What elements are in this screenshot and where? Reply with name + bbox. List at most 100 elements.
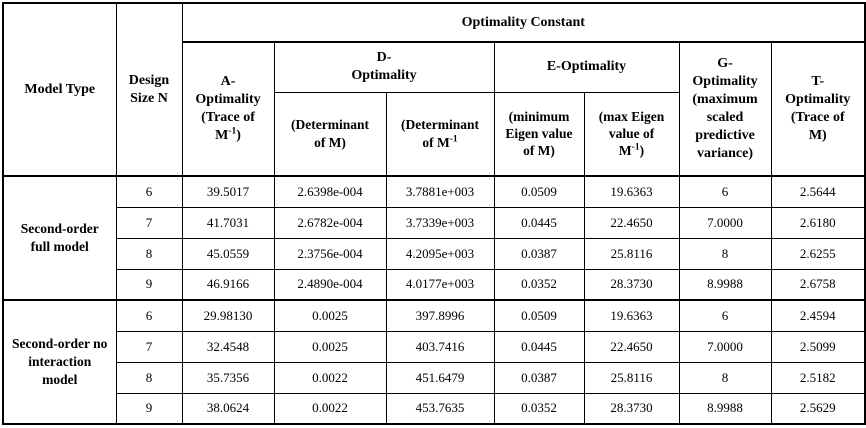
g-optimality-cell: 8: [678, 237, 772, 270]
e-max-eigen-cell: 22.4650: [583, 206, 680, 239]
model-type-label: Model Type: [24, 81, 96, 97]
design-size-label-line1: Design: [128, 72, 170, 88]
d-col2-line2: of M-1: [422, 134, 458, 150]
e-col2-line2: value of: [608, 126, 655, 142]
header-e-optimality: E-Optimality: [493, 41, 680, 93]
g-optimality-cell: 8: [678, 361, 772, 394]
e-col2-line1: (max Eigen: [598, 108, 665, 124]
g-optimality-cell: 7.0000: [678, 206, 772, 239]
design-n-cell: 7: [115, 206, 183, 239]
table-row: 9 38.0624 0.0022 453.7635 0.0352 28.3730…: [3, 392, 866, 425]
e-min-eigen-cell: 0.0387: [493, 237, 585, 270]
design-n-cell: 9: [115, 392, 183, 425]
d-col1-line1: (Determinant: [291, 117, 369, 133]
d-det-minv-cell: 4.0177e+003: [385, 268, 495, 301]
header-design-size: Design Size N: [115, 2, 183, 177]
e-min-eigen-cell: 0.0509: [493, 175, 585, 208]
t-optimality-cell: 2.5644: [770, 175, 866, 208]
g-optimality-cell: 8.9988: [678, 268, 772, 301]
d-optimality-title-line1: D-: [376, 50, 392, 66]
header-g-optimality: G- Optimality (maximum scaled predictive…: [678, 41, 772, 177]
table-row: Second-order full model 6 39.5017 2.6398…: [2, 175, 866, 301]
g-optimality-cell: 7.0000: [678, 330, 772, 363]
header-d-determinant-m: (Determinant of M): [273, 91, 387, 177]
d-col1-line2: of M): [314, 134, 346, 150]
a-optimality-sub-line1: (Trace of: [201, 110, 255, 125]
a-optimality-cell: 45.0559: [181, 237, 275, 270]
g-optimality-cell: 6: [678, 175, 772, 208]
t-optimality-cell: 2.5629: [770, 392, 866, 425]
e-col1-line2: Eigen value: [505, 126, 573, 142]
d-det-m-cell: 0.0022: [273, 361, 387, 394]
e-max-eigen-cell: 19.6363: [583, 175, 680, 208]
superscript: -1: [449, 134, 458, 145]
a-optimality-cell: 32.4548: [181, 330, 275, 363]
design-n-cell: 7: [115, 330, 183, 363]
header-optimality-constant: Optimality Constant: [181, 2, 866, 43]
table-row: 9 46.9166 2.4890e-004 4.0177e+003 0.0352…: [3, 268, 866, 301]
g-optimality-title-line1: G-: [717, 56, 733, 72]
t-optimality-cell: 2.6758: [770, 268, 866, 301]
t-optimality-cell: 2.4594: [770, 299, 866, 332]
e-max-eigen-cell: 22.4650: [583, 330, 680, 363]
g-optimality-sub: (maximum scaled predictive variance): [692, 92, 758, 161]
e-max-eigen-cell: 28.3730: [583, 392, 680, 425]
e-min-eigen-cell: 0.0352: [493, 268, 585, 301]
design-n-cell: 8: [115, 361, 183, 394]
header-e-min-eigen: (minimum Eigen value of M): [493, 91, 585, 177]
d-optimality-title-line2: Optimality: [351, 68, 417, 84]
e-min-eigen-cell: 0.0509: [493, 299, 585, 332]
e-max-eigen-cell: 25.8116: [583, 361, 680, 394]
e-max-eigen-cell: 28.3730: [583, 268, 680, 301]
a-optimality-cell: 35.7356: [181, 361, 275, 394]
d-det-minv-cell: 3.7881e+003: [385, 175, 495, 208]
e-min-eigen-cell: 0.0352: [493, 392, 585, 425]
superscript: -1: [228, 126, 237, 137]
e-col1-line3: of M): [523, 143, 555, 159]
table-row: 7 41.7031 2.6782e-004 3.7339e+003 0.0445…: [3, 206, 866, 239]
a-optimality-cell: 39.5017: [181, 175, 275, 208]
header-d-determinant-minv: (Determinant of M-1: [385, 91, 495, 177]
g-optimality-title-line2: Optimality: [692, 74, 758, 90]
d-det-minv-cell: 403.7416: [385, 330, 495, 363]
t-optimality-sub-line2: M): [808, 127, 827, 143]
a-optimality-cell: 29.98130: [181, 299, 275, 332]
e-max-eigen-cell: 19.6363: [583, 299, 680, 332]
d-col2-line1: (Determinant: [401, 117, 479, 133]
t-optimality-title-line1: T-: [811, 74, 825, 90]
d-det-minv-cell: 451.6479: [385, 361, 495, 394]
t-optimality-cell: 2.5099: [770, 330, 866, 363]
header-a-optimality: A- Optimality (Trace of M-1): [181, 41, 275, 177]
table-row: 7 32.4548 0.0025 403.7416 0.0445 22.4650…: [3, 330, 866, 363]
t-optimality-cell: 2.6180: [770, 206, 866, 239]
e-col2-line3: M-1): [618, 142, 645, 159]
table-row: 8 45.0559 2.3756e-004 4.2095e+003 0.0387…: [3, 237, 866, 270]
t-optimality-title-line2: Optimality: [785, 92, 851, 108]
a-optimality-title-line1: A-: [220, 74, 236, 90]
t-optimality-cell: 2.6255: [770, 237, 866, 270]
a-optimality-cell: 41.7031: [181, 206, 275, 239]
e-col1-line1: (minimum: [508, 108, 570, 124]
e-max-eigen-cell: 25.8116: [583, 237, 680, 270]
t-optimality-cell: 2.5182: [770, 361, 866, 394]
e-optimality-title: E-Optimality: [546, 59, 627, 75]
header-e-max-eigen: (max Eigen value of M-1): [583, 91, 680, 177]
d-det-m-cell: 0.0025: [273, 299, 387, 332]
header-model-type: Model Type: [2, 2, 117, 177]
a-optimality-cell: 38.0624: [181, 392, 275, 425]
model-name-cell: Second-order full model: [2, 175, 117, 301]
design-n-cell: 9: [115, 268, 183, 301]
g-optimality-cell: 6: [678, 299, 772, 332]
e-min-eigen-cell: 0.0445: [493, 330, 585, 363]
e-min-eigen-cell: 0.0387: [493, 361, 585, 394]
a-optimality-title-line2: Optimality: [195, 92, 261, 108]
e-min-eigen-cell: 0.0445: [493, 206, 585, 239]
design-n-cell: 8: [115, 237, 183, 270]
d-det-m-cell: 2.6782e-004: [273, 206, 387, 239]
design-size-label-line2: Size N: [130, 90, 168, 106]
a-optimality-sub-line2: M-1): [215, 126, 241, 143]
d-det-minv-cell: 453.7635: [385, 392, 495, 425]
d-det-m-cell: 2.6398e-004: [273, 175, 387, 208]
